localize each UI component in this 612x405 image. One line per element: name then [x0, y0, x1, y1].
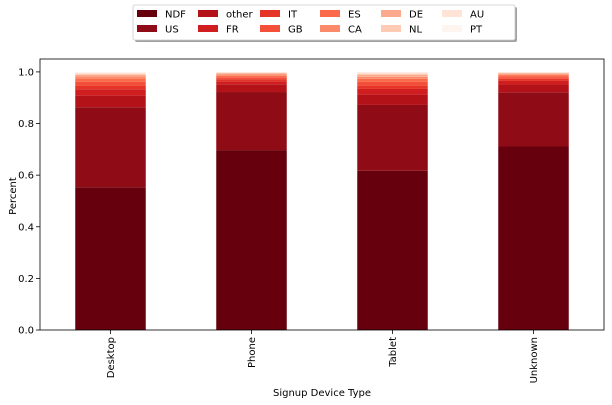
bar-segment-gb-tablet — [357, 81, 428, 86]
x-tick-label-desktop: Desktop — [106, 337, 117, 378]
bar-segment-ndf-desktop — [75, 187, 146, 330]
y-tick-label: 0.6 — [18, 171, 34, 182]
bar-segment-de-tablet — [357, 75, 428, 77]
bar-segment-ca-tablet — [357, 76, 428, 79]
bar-segment-us-unknown — [498, 92, 569, 147]
legend-label-other: other — [226, 10, 254, 21]
bar-segment-de-unknown — [498, 73, 569, 75]
bar-segment-gb-unknown — [498, 77, 569, 79]
y-tick-label: 0.0 — [18, 326, 34, 337]
bar-segment-fr-desktop — [75, 89, 146, 96]
bar-segment-it-desktop — [75, 85, 146, 90]
bar-segment-nl-desktop — [75, 73, 146, 75]
y-axis-title: Percent — [8, 177, 19, 215]
bar-segment-es-desktop — [75, 78, 146, 82]
x-tick-label-tablet: Tablet — [388, 337, 399, 368]
legend-label-de: DE — [409, 10, 423, 21]
bar-segment-de-desktop — [75, 75, 146, 77]
x-axis: Desktop Phone Tablet Unknown — [106, 330, 540, 383]
y-tick-label: 0.8 — [18, 119, 34, 130]
legend-label-gb: GB — [288, 25, 303, 36]
bar-segment-gb-desktop — [75, 81, 146, 86]
bar-segment-other-unknown — [498, 84, 569, 93]
plot-area — [39, 58, 605, 331]
x-tick-label-phone: Phone — [247, 337, 258, 368]
bar-segment-ca-phone — [216, 74, 287, 76]
legend-swatch-fr — [198, 25, 218, 32]
legend-label-es: ES — [348, 10, 361, 21]
legend-swatch-au — [442, 10, 462, 17]
bar-segment-ca-desktop — [75, 76, 146, 79]
bar-segment-nl-unknown — [498, 72, 569, 74]
y-tick-label: 1.0 — [18, 67, 34, 78]
bar-segment-gb-phone — [216, 77, 287, 80]
bar-segment-pt-desktop — [75, 71, 146, 73]
legend-frame — [132, 4, 516, 41]
bar-segment-it-phone — [216, 79, 287, 82]
legend: NDF US other FR IT GB ES CA DE NL AU PT — [132, 4, 517, 42]
bar-segment-ndf-phone — [216, 150, 287, 330]
legend-swatch-other — [198, 10, 218, 17]
y-tick-label: 0.4 — [18, 222, 34, 233]
legend-label-it: IT — [288, 10, 298, 21]
bar-segment-it-tablet — [357, 85, 428, 89]
bar-segment-nl-tablet — [357, 73, 428, 75]
bar-segment-ndf-tablet — [357, 170, 428, 330]
bar-segment-other-phone — [216, 84, 287, 93]
bar-segment-fr-phone — [216, 81, 287, 85]
legend-swatch-ndf — [137, 10, 157, 17]
legend-label-fr: FR — [226, 25, 239, 36]
bar-segment-other-tablet — [357, 94, 428, 105]
bar-segment-us-desktop — [75, 107, 146, 188]
bar-segment-es-tablet — [357, 78, 428, 82]
x-tick-label-unknown: Unknown — [529, 337, 540, 383]
legend-label-au: AU — [470, 10, 484, 21]
bar-segment-au-unknown — [498, 72, 569, 73]
bar-segment-nl-phone — [216, 72, 287, 74]
bar-segment-de-phone — [216, 73, 287, 75]
legend-swatch-de — [381, 10, 401, 17]
plot-frame — [39, 58, 605, 331]
legend-label-ndf: NDF — [165, 10, 186, 21]
bar-segment-us-tablet — [357, 104, 428, 171]
bar-segment-ca-unknown — [498, 74, 569, 76]
legend-swatch-pt — [442, 25, 462, 32]
bar-segment-ndf-unknown — [498, 146, 569, 330]
legend-label-us: US — [165, 25, 179, 36]
bar-segment-it-unknown — [498, 78, 569, 81]
bar-segment-es-unknown — [498, 75, 569, 78]
bar-segment-us-phone — [216, 92, 287, 151]
legend-swatch-it — [260, 10, 280, 17]
bar-segment-fr-tablet — [357, 88, 428, 95]
legend-label-pt: PT — [470, 25, 483, 36]
bar-segment-au-desktop — [75, 72, 146, 74]
legend-label-nl: NL — [409, 25, 422, 36]
legend-swatch-nl — [381, 25, 401, 32]
legend-swatch-gb — [260, 25, 280, 32]
legend-swatch-us — [137, 25, 157, 32]
y-tick-label: 0.2 — [18, 274, 34, 285]
x-axis-title: Signup Device Type — [273, 388, 371, 399]
bar-segment-es-phone — [216, 75, 287, 78]
y-axis: 0.0 0.2 0.4 0.6 0.8 1.0 — [18, 67, 40, 337]
legend-swatch-es — [320, 10, 340, 17]
bar-segment-fr-unknown — [498, 80, 569, 85]
bar-segment-pt-tablet — [357, 71, 428, 73]
legend-swatch-ca — [320, 25, 340, 32]
bar-segment-au-tablet — [357, 72, 428, 74]
legend-label-ca: CA — [348, 25, 362, 36]
bar-segment-au-phone — [216, 72, 287, 73]
bar-segment-other-desktop — [75, 95, 146, 108]
